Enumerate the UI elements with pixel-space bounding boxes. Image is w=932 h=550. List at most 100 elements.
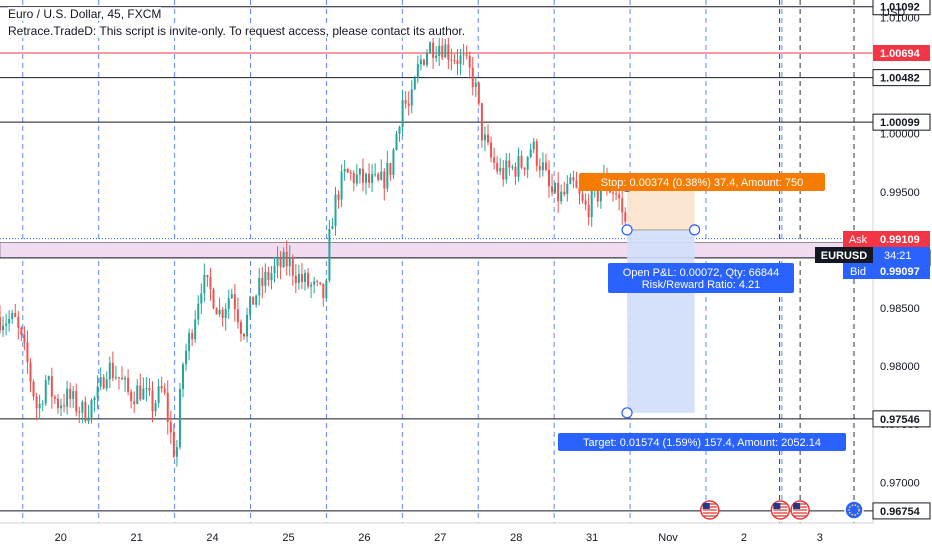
candle-body bbox=[310, 284, 313, 287]
candle-body bbox=[624, 212, 627, 222]
candle-body bbox=[258, 277, 261, 296]
candle-body bbox=[584, 200, 587, 205]
candle-body bbox=[609, 190, 611, 193]
candle-body bbox=[288, 257, 291, 267]
candle-body bbox=[203, 275, 206, 294]
ask-label: Ask bbox=[849, 234, 868, 246]
candle-body bbox=[139, 385, 142, 400]
candle-body bbox=[319, 282, 322, 284]
candle-body bbox=[435, 55, 438, 58]
level-tag-box bbox=[872, 69, 931, 87]
candle-body bbox=[175, 447, 178, 457]
candle-body bbox=[386, 162, 389, 189]
candle-body bbox=[206, 275, 209, 278]
price-axis[interactable]: 1.010001.005001.000000.995000.990000.985… bbox=[815, 0, 932, 550]
candle-body bbox=[520, 155, 523, 168]
us-canton-icon bbox=[793, 503, 801, 509]
us-canton-icon bbox=[773, 503, 781, 509]
target-label: Target: 0.01574 (1.59%) 157.4, Amount: 2… bbox=[583, 437, 821, 449]
candle-body bbox=[407, 103, 410, 106]
candle-body bbox=[2, 325, 5, 331]
candle-body bbox=[35, 396, 38, 409]
script-notice: Retrace.TradeD: This script is invite-on… bbox=[8, 24, 466, 38]
candle-body bbox=[218, 309, 221, 315]
candle-body bbox=[401, 100, 404, 127]
candle-body bbox=[63, 405, 66, 407]
us-canton-icon bbox=[702, 503, 710, 509]
candle-body bbox=[78, 411, 81, 413]
candle-body bbox=[20, 327, 23, 335]
time-tick-label: 20 bbox=[55, 532, 67, 544]
candle-body bbox=[114, 377, 117, 379]
candle-body bbox=[346, 168, 349, 173]
candle-body bbox=[99, 377, 102, 387]
chart-title: Euro / U.S. Dollar, 45, FXCM bbox=[8, 7, 162, 21]
candle-body bbox=[154, 402, 157, 412]
horizontal-levels bbox=[0, 6, 873, 512]
price-tick-label: 0.99500 bbox=[880, 187, 920, 199]
level-tag: 0.97546 bbox=[880, 414, 920, 426]
candle-body bbox=[429, 42, 432, 54]
candle-body bbox=[227, 298, 230, 310]
candle-body bbox=[416, 64, 419, 78]
candle-body bbox=[23, 334, 26, 343]
candle-body bbox=[0, 317, 1, 331]
candle-body bbox=[514, 166, 517, 177]
short-position-tool[interactable]: Stop: 0.00374 (0.38%) 37.4, Amount: 750 O… bbox=[558, 173, 846, 451]
candle-body bbox=[136, 385, 139, 404]
economic-events[interactable] bbox=[700, 500, 864, 520]
candle-body bbox=[224, 309, 227, 319]
candle-body bbox=[291, 257, 294, 276]
candle-body bbox=[371, 174, 374, 183]
candle-body bbox=[166, 392, 169, 422]
candle-body bbox=[358, 168, 361, 175]
candle-body bbox=[612, 192, 615, 194]
candle-body bbox=[249, 296, 252, 315]
candle-body bbox=[474, 82, 477, 88]
drag-handle bbox=[621, 407, 633, 419]
candle-body bbox=[66, 388, 69, 407]
candle-body bbox=[243, 333, 245, 337]
candle-body bbox=[282, 251, 285, 268]
candle-body bbox=[538, 165, 541, 171]
candle-body bbox=[236, 309, 239, 323]
candle-body bbox=[477, 82, 480, 104]
candle-body bbox=[532, 141, 535, 150]
level-tag-box bbox=[872, 502, 931, 520]
candle-body bbox=[337, 194, 340, 200]
candle-body bbox=[453, 60, 456, 62]
candle-body bbox=[160, 386, 163, 389]
candle-body bbox=[87, 417, 90, 422]
candle-body bbox=[383, 171, 386, 189]
candle-body bbox=[304, 273, 306, 282]
level-tag-box bbox=[872, 113, 931, 131]
candle-body bbox=[279, 257, 282, 268]
candle-body bbox=[182, 364, 184, 390]
candle-body bbox=[212, 289, 215, 309]
candle-body bbox=[108, 362, 111, 380]
candle-body bbox=[483, 134, 486, 141]
drag-handle bbox=[689, 224, 701, 236]
candle-body bbox=[252, 296, 255, 305]
price-tick-label: 1.01000 bbox=[880, 12, 920, 24]
candle-body bbox=[322, 283, 325, 298]
price-tick-label: 0.97000 bbox=[880, 477, 920, 489]
candle-body bbox=[127, 377, 130, 392]
candle-body bbox=[17, 316, 20, 328]
candle-body bbox=[178, 389, 181, 448]
time-tick-label: 28 bbox=[510, 532, 522, 544]
candle-body bbox=[508, 160, 511, 168]
candle-body bbox=[365, 173, 367, 183]
candle-body bbox=[191, 333, 194, 340]
level-tag: 1.00482 bbox=[880, 73, 920, 85]
candle-body bbox=[105, 379, 108, 389]
candle-body bbox=[194, 319, 197, 340]
time-axis[interactable]: 20 21 24 25 26 27 28 31 Nov 2 3 bbox=[0, 522, 873, 550]
drag-handle bbox=[621, 224, 633, 236]
level-tag-box bbox=[873, 44, 930, 61]
candle-body bbox=[395, 133, 398, 150]
candle-body bbox=[575, 180, 578, 188]
candle-body bbox=[93, 397, 96, 401]
candle-body bbox=[557, 182, 560, 202]
